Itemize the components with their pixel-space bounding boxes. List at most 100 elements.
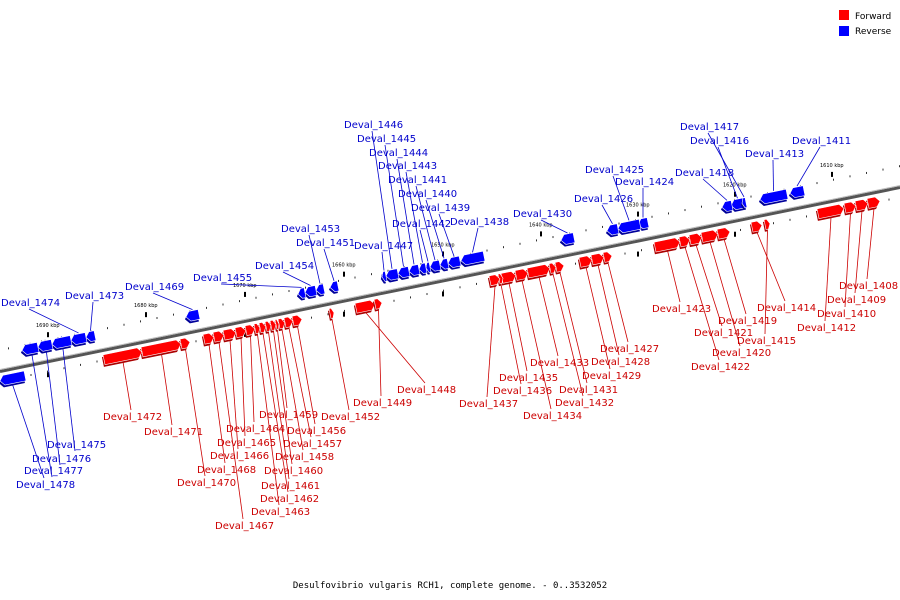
gene-label[interactable]: Deval_1471: [144, 427, 203, 438]
gene-label[interactable]: Deval_1422: [691, 362, 750, 373]
leader-line: [29, 342, 53, 478]
minor-tick: [63, 367, 65, 370]
gene-feature: [101, 347, 143, 367]
gene-label[interactable]: Deval_1429: [582, 371, 641, 382]
gene-label[interactable]: Deval_1441: [388, 175, 447, 186]
gene-label[interactable]: Deval_1411: [792, 136, 851, 147]
leader-line: [281, 329, 304, 451]
gene-label[interactable]: Deval_1451: [296, 238, 355, 249]
gene-label[interactable]: Deval_1467: [215, 521, 274, 532]
gene-label[interactable]: Deval_1462: [260, 494, 319, 505]
gene-label[interactable]: Deval_1412: [797, 323, 856, 334]
leader-line: [607, 262, 629, 343]
gene-label[interactable]: Deval_1417: [680, 122, 739, 133]
gene-label[interactable]: Deval_1477: [24, 466, 83, 477]
gene-label[interactable]: Deval_1423: [652, 304, 711, 315]
gene-label[interactable]: Deval_1433: [530, 358, 589, 369]
gene-label[interactable]: Deval_1432: [555, 398, 614, 409]
gene-label[interactable]: Deval_1420: [712, 348, 771, 359]
gene-label[interactable]: Deval_1456: [287, 426, 346, 437]
gene-label[interactable]: Deval_1428: [591, 357, 650, 368]
gene-label[interactable]: Deval_1475: [47, 440, 106, 451]
leader-line: [844, 213, 851, 308]
gene-label[interactable]: Deval_1459: [259, 410, 318, 421]
gene-label[interactable]: Deval_1444: [369, 148, 428, 159]
gene-label[interactable]: Deval_1476: [32, 454, 91, 465]
gene-label[interactable]: Deval_1426: [574, 194, 633, 205]
gene-label[interactable]: Deval_1473: [65, 291, 124, 302]
gene-label[interactable]: Deval_1431: [559, 385, 618, 396]
gene-label[interactable]: Deval_1445: [357, 134, 416, 145]
gene-label[interactable]: Deval_1439: [411, 203, 470, 214]
gene-label[interactable]: Deval_1418: [675, 168, 734, 179]
gene-label[interactable]: Deval_1434: [523, 411, 582, 422]
gene-feature: [372, 298, 383, 312]
gene-label[interactable]: Deval_1421: [694, 328, 753, 339]
gene-label[interactable]: Deval_1466: [210, 451, 269, 462]
gene-label[interactable]: Deval_1415: [737, 336, 796, 347]
leader-line: [709, 241, 741, 347]
leader-line: [282, 271, 311, 286]
gene-label[interactable]: Deval_1457: [283, 439, 342, 450]
gene-label[interactable]: Deval_1465: [217, 438, 276, 449]
gene-label[interactable]: Deval_1408: [839, 281, 898, 292]
gene-label[interactable]: Deval_1427: [600, 344, 659, 355]
gene-body: [397, 266, 411, 279]
gene-label[interactable]: Deval_1463: [251, 507, 310, 518]
gene-label[interactable]: Deval_1424: [615, 177, 674, 188]
gene-feature: [749, 220, 763, 235]
leader-line: [772, 159, 774, 191]
gene-label[interactable]: Deval_1460: [264, 466, 323, 477]
gene-label[interactable]: Deval_1443: [378, 161, 437, 172]
leader-line: [866, 208, 875, 280]
gene-label[interactable]: Deval_1419: [718, 316, 777, 327]
legend-reverse-swatch: [839, 26, 849, 36]
gene-feature: [559, 232, 576, 247]
gene-label[interactable]: Deval_1437: [459, 399, 518, 410]
gene-label[interactable]: Deval_1425: [585, 165, 644, 176]
leader-line: [61, 336, 76, 452]
minor-tick: [888, 198, 890, 201]
gene-label[interactable]: Deval_1468: [197, 465, 256, 476]
gene-label[interactable]: Deval_1472: [103, 412, 162, 423]
minor-tick: [816, 182, 818, 185]
gene-label[interactable]: Deval_1452: [321, 412, 380, 423]
tick-mark: [734, 231, 736, 237]
gene-label[interactable]: Deval_1447: [354, 241, 413, 252]
leader-line: [707, 132, 745, 198]
gene-label[interactable]: Deval_1440: [398, 189, 457, 200]
gene-label[interactable]: Deval_1449: [353, 398, 412, 409]
gene-label[interactable]: Deval_1461: [261, 481, 320, 492]
gene-label[interactable]: Deval_1446: [344, 120, 403, 131]
gene-body: [700, 229, 719, 243]
minor-tick: [740, 228, 741, 231]
gene-label[interactable]: Deval_1416: [690, 136, 749, 147]
gene-label[interactable]: Deval_1464: [226, 424, 285, 435]
leader-line: [218, 342, 244, 520]
gene-label[interactable]: Deval_1413: [745, 149, 804, 160]
gene-label[interactable]: Deval_1438: [450, 217, 509, 228]
gene-label[interactable]: Deval_1453: [281, 224, 340, 235]
gene-label[interactable]: Deval_1414: [757, 303, 816, 314]
gene-body: [283, 316, 294, 328]
gene-label[interactable]: Deval_1435: [499, 373, 558, 384]
gene-label[interactable]: Deval_1448: [397, 385, 456, 396]
gene-label[interactable]: Deval_1442: [392, 219, 451, 230]
gene-body: [70, 332, 88, 345]
leader-line: [695, 244, 723, 327]
gene-label[interactable]: Deval_1410: [817, 309, 876, 320]
gene-label[interactable]: Deval_1478: [16, 480, 75, 491]
minor-tick: [123, 323, 125, 326]
gene-feature: [84, 330, 97, 344]
gene-label[interactable]: Deval_1455: [193, 273, 252, 284]
gene-label[interactable]: Deval_1474: [1, 298, 60, 309]
gene-label[interactable]: Deval_1470: [177, 478, 236, 489]
gene-label[interactable]: Deval_1454: [255, 261, 314, 272]
minor-tick: [288, 290, 290, 293]
gene-label[interactable]: Deval_1430: [513, 209, 572, 220]
gene-label[interactable]: Deval_1409: [827, 295, 886, 306]
gene-label[interactable]: Deval_1458: [275, 452, 334, 463]
gene-label[interactable]: Deval_1436: [493, 386, 552, 397]
gene-label[interactable]: Deval_1469: [125, 282, 184, 293]
